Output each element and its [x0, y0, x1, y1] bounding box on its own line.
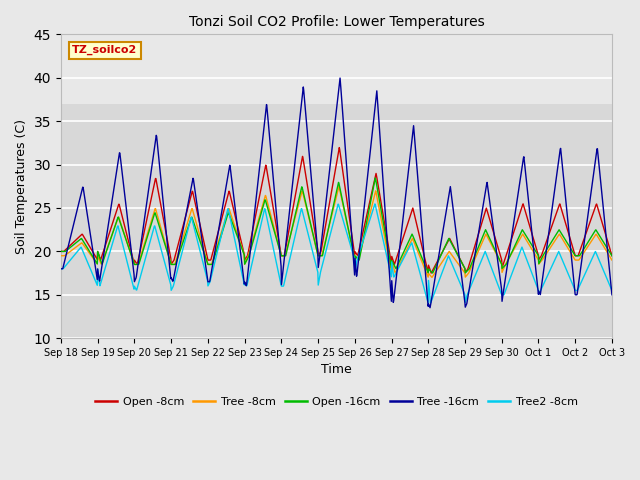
Text: TZ_soilco2: TZ_soilco2: [72, 45, 137, 55]
Legend: Open -8cm, Tree -8cm, Open -16cm, Tree -16cm, Tree2 -8cm: Open -8cm, Tree -8cm, Open -16cm, Tree -…: [91, 392, 582, 411]
Bar: [61, 104, 612, 338]
Y-axis label: Soil Temperatures (C): Soil Temperatures (C): [15, 119, 28, 254]
X-axis label: Time: Time: [321, 363, 352, 376]
Title: Tonzi Soil CO2 Profile: Lower Temperatures: Tonzi Soil CO2 Profile: Lower Temperatur…: [189, 15, 484, 29]
